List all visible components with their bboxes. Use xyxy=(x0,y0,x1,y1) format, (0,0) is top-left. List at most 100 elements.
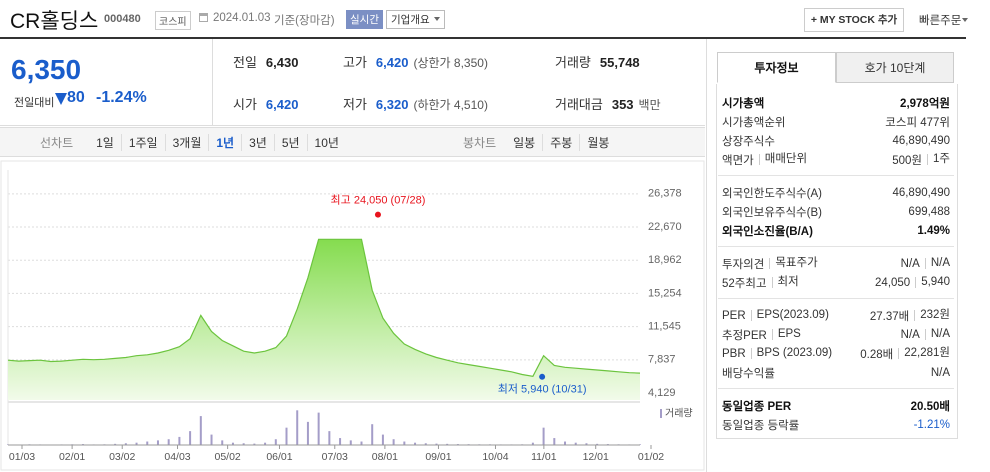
row-labels: 추정PER EPS xyxy=(722,327,801,343)
company-info-button[interactable]: 기업개요 xyxy=(386,10,445,29)
volume-bar xyxy=(221,440,224,445)
period-tab[interactable]: 1주일 xyxy=(120,134,165,151)
x-tick-label: 09/01 xyxy=(425,451,451,463)
field-note: (하한가 4,510) xyxy=(413,98,488,112)
tab-bar xyxy=(0,127,705,157)
volume-bar xyxy=(317,412,320,445)
info-row: 시가총액 2,978억원 xyxy=(722,93,950,112)
candle-tabs: 봉차트 일봉 주봉 월봉 xyxy=(463,134,616,151)
volume-bar xyxy=(596,443,599,445)
period-tab[interactable]: 3개월 xyxy=(164,134,209,151)
period-tab[interactable]: 1일 xyxy=(96,136,114,150)
caret xyxy=(962,18,968,25)
volume-bar xyxy=(178,436,181,445)
x-tick-label: 01/03 xyxy=(9,451,35,463)
row-value: N/A xyxy=(900,257,920,270)
field-label: 고가 xyxy=(343,55,367,70)
volume-bar xyxy=(253,443,256,445)
row-value: 232원 xyxy=(914,309,950,321)
candle-tab[interactable]: 주봉 xyxy=(542,134,579,151)
row-label: 시가총액 xyxy=(722,97,765,110)
my-stock-button[interactable]: + MY STOCK 추가 xyxy=(804,8,904,32)
row-labels: 배당수익률 xyxy=(722,365,775,381)
info-row: 외국인한도주식수(A) 46,890,490 xyxy=(722,183,950,202)
field-label: 시가 xyxy=(233,97,257,112)
x-tick-label: 10/04 xyxy=(482,451,508,463)
row-labels: 액면가 매매단위 xyxy=(722,152,807,168)
field-label: 거래량 xyxy=(555,55,591,70)
info-tab[interactable]: 호가 10단계 xyxy=(836,52,954,83)
candle-tab[interactable]: 일봉 xyxy=(513,136,536,150)
x-tick-label: 12/01 xyxy=(583,451,609,463)
info-row: 동일업종 PER 20.50배 xyxy=(722,396,950,415)
row-labels: 상장주식수 xyxy=(722,133,775,149)
company-info-label[interactable]: 기업개요 xyxy=(391,14,430,26)
row-values: 0.28배 22,281원 xyxy=(853,346,950,362)
y-tick-label: 22,670 xyxy=(648,221,682,233)
info-row: 외국인소진율(B/A) 1.49% xyxy=(722,221,950,240)
candle-tab[interactable]: 월봉 xyxy=(579,134,616,151)
row-label: 최저 xyxy=(771,276,799,288)
period-tab[interactable]: 1년 xyxy=(208,134,241,151)
volume-bar xyxy=(403,441,406,445)
row-values: 1.49% xyxy=(910,225,950,237)
row-values: 2,978억원 xyxy=(900,95,950,111)
quick-order-button[interactable]: 빠른주문 xyxy=(919,15,962,27)
volume-bar xyxy=(189,431,192,445)
period-tab[interactable]: 5년 xyxy=(273,134,307,151)
volume-bar xyxy=(285,427,288,445)
stock-code: 000480 xyxy=(104,13,141,25)
quote-field: 고가 6,420 (상한가 8,350) xyxy=(343,52,488,71)
volume-bar xyxy=(296,410,299,445)
info-row: 동일업종 등락률 -1.21% xyxy=(722,415,950,434)
field-value: 6,320 xyxy=(375,97,409,112)
row-labels: 시가총액순위 xyxy=(722,114,785,130)
info-row: 추정PER EPS N/A N/A xyxy=(722,325,950,344)
caret xyxy=(433,17,440,24)
volume-bar xyxy=(274,439,277,445)
row-values: 코스피 477위 xyxy=(885,114,950,130)
period-tab[interactable]: 3년 xyxy=(241,134,274,151)
volume-bar xyxy=(306,421,309,445)
x-tick-label: 03/02 xyxy=(109,451,135,463)
row-value: 22,281원 xyxy=(898,347,950,359)
row-values: N/A xyxy=(910,367,950,379)
info-row: 배당수익률 N/A xyxy=(722,363,950,382)
row-label: BPS (2023.09) xyxy=(750,347,832,359)
row-labels: 투자의견 목표주가 xyxy=(722,256,818,272)
change: 80 xyxy=(67,89,85,106)
row-label: 투자의견 xyxy=(722,258,765,271)
row-label: 목표주가 xyxy=(769,257,818,269)
row-labels: PER EPS(2023.09) xyxy=(722,309,829,321)
calendar-icon xyxy=(199,13,208,22)
row-label: 상장주식수 xyxy=(722,135,775,148)
info-box xyxy=(716,84,958,439)
info-tab[interactable]: 투자정보 xyxy=(717,52,836,83)
row-labels: 동일업종 PER xyxy=(722,398,791,414)
field-label: 전일 xyxy=(233,55,257,70)
volume-bar xyxy=(328,431,331,445)
row-value: N/A xyxy=(930,366,950,379)
realtime-badge[interactable]: 실시간 xyxy=(346,10,383,29)
x-tick-label: 08/01 xyxy=(372,451,398,463)
legend-swatch xyxy=(660,409,662,418)
row-labels: 외국인소진율(B/A) xyxy=(722,223,813,239)
tab-group-label: 봉차트 xyxy=(463,136,497,150)
info-row: 외국인보유주식수(B) 699,488 xyxy=(722,202,950,221)
row-value: 24,050 xyxy=(875,276,911,289)
row-value: -1.21% xyxy=(913,418,950,431)
volume-bar xyxy=(424,443,427,445)
row-values: N/A N/A xyxy=(880,257,950,270)
volume-bar xyxy=(414,442,417,445)
period-tab[interactable]: 10년 xyxy=(306,134,346,151)
change-label: 전일대비 xyxy=(14,97,55,109)
row-labels: 동일업종 등락률 xyxy=(722,417,799,433)
group-separator xyxy=(718,246,954,247)
info-row: PER EPS(2023.09) 27.37배 232원 xyxy=(722,306,950,325)
row-label: 외국인한도주식수(A) xyxy=(722,187,822,200)
high-marker xyxy=(374,211,381,218)
info-row: 투자의견 목표주가 N/A N/A xyxy=(722,254,950,273)
row-values: 20.50배 xyxy=(910,398,950,414)
volume-bar xyxy=(371,424,374,445)
